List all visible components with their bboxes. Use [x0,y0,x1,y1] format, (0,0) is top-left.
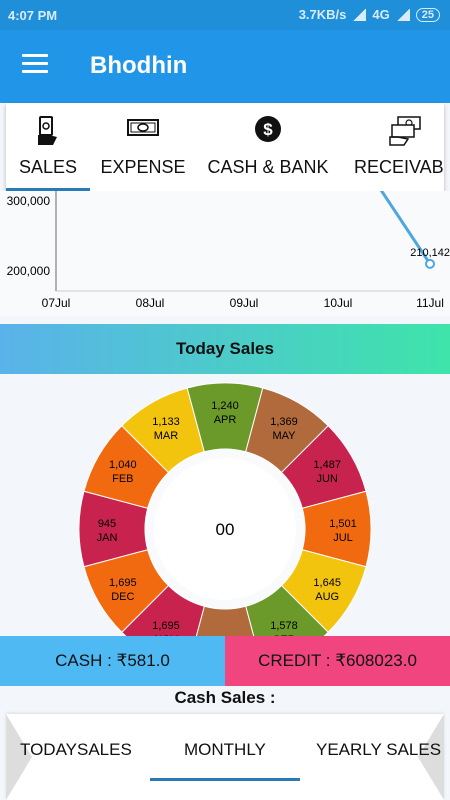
today-sales-header: Today Sales [0,324,450,374]
tab-sales[interactable]: SALES [6,103,90,191]
tab-label: EXPENSE [100,157,186,177]
donut-month-label: NOV [154,634,179,636]
tab-receivable[interactable]: RECEIVABLE [350,103,444,191]
data-point[interactable] [425,258,435,269]
donut-month-label: JUL [333,532,353,544]
tab-cash-bank[interactable]: $ CASH & BANK [206,103,330,191]
donut-month-label: SEP [273,634,295,636]
tab-yearly-sales[interactable]: YEARLY SALES [316,740,442,759]
x-tick-label: 11Jul [416,296,444,310]
banknote-icon [126,115,160,144]
donut-center-label: 00 [216,520,235,539]
cash-sales-title: Cash Sales : [174,688,276,707]
donut-slice-oct[interactable] [187,605,263,636]
x-tick-label: 09Jul [230,296,259,310]
bottom-tab-bar: TODAYSALES MONTHLY YEARLY SALES [6,714,444,800]
donut-value-label: 1,645 [313,577,341,589]
data-label: 210,142 [410,247,450,259]
donut-value-label: 1,240 [211,400,239,412]
carrier-label: 4G [372,7,390,22]
donut-slice-dec[interactable] [83,549,170,633]
tab-today-sales[interactable]: TODAYSALES [20,740,132,759]
monthly-donut-chart: 945 JAN 1,040 FEB 1,133 MAR 1,240 APR 1,369 MAY 1,… [0,374,450,636]
y-tick-label: 300,000 [7,194,51,208]
donut-value-label: 1,578 [270,620,298,632]
y-tick-label: 200,000 [7,264,51,278]
svg-text:$: $ [263,120,273,139]
donut-value-label: 1,133 [152,416,180,428]
donut-value-label: 1,695 [152,620,180,632]
sales-line-chart: 300,000 200,000 07Jul 08Jul 09Jul 10Jul … [0,191,450,316]
donut-value-label: 945 [98,518,116,530]
signal-icon-2 [395,8,410,21]
dollar-circle-icon: $ [254,115,282,148]
tab-monthly[interactable]: MONTHLY [184,740,266,759]
donut-month-label: MAY [272,430,296,442]
network-speed: 3.7KB/s [298,7,347,22]
status-time: 4:07 PM [8,8,58,23]
donut-value-label: 1,369 [270,416,298,428]
donut-svg: 945 JAN 1,040 FEB 1,133 MAR 1,240 APR 1,369 MAY 1,… [78,382,372,636]
active-tab-indicator [150,778,300,781]
credit-total: CREDIT : ₹608023.0 [225,636,450,686]
hand-bill-icon [388,115,422,152]
hand-money-icon [35,115,61,152]
x-tick-label: 07Jul [42,296,71,310]
tab-expense[interactable]: EXPENSE [96,103,190,191]
donut-value-label: 1,695 [109,577,137,589]
donut-month-label: MAR [154,430,179,442]
donut-month-label: FEB [112,473,133,485]
tab-label: CASH & BANK [207,157,329,177]
cash-total: CASH : ₹581.0 [0,636,225,686]
donut-value-label: 1,040 [109,459,137,471]
x-tick-label: 10Jul [324,296,353,310]
donut-slice-sep[interactable] [245,584,329,636]
series-line [379,191,432,265]
donut-month-label: APR [214,414,237,426]
tab-label: RECEIVABLE [354,157,444,177]
donut-value-label: 1,487 [313,459,341,471]
tab-label: SALES [18,157,78,177]
donut-value-label: 1,501 [329,518,357,530]
status-indicators: 3.7KB/s 4G 25 [299,7,440,22]
donut-month-label: DEC [111,591,134,603]
donut-month-label: JUN [316,473,337,485]
x-tick-label: 08Jul [136,296,165,310]
app-bar: Bhodhin [0,30,450,103]
line-chart-svg: 300,000 200,000 07Jul 08Jul 09Jul 10Jul … [7,191,450,310]
scroll-right-arrow-icon[interactable] [418,714,444,800]
donut-month-label: AUG [315,591,339,603]
app-title: Bhodhin [90,52,188,79]
top-tab-bar: SALES EXPENSE $ CASH & BANK RECEIVABLE [6,103,444,191]
scroll-left-arrow-icon[interactable] [6,714,32,800]
hamburger-menu-icon[interactable] [22,54,48,74]
donut-month-label: JAN [97,532,118,544]
signal-icon [352,8,367,21]
donut-hole [154,458,296,600]
battery-icon: 25 [415,7,440,22]
status-bar: 4:07 PM 3.7KB/s 4G 25 [0,0,450,30]
